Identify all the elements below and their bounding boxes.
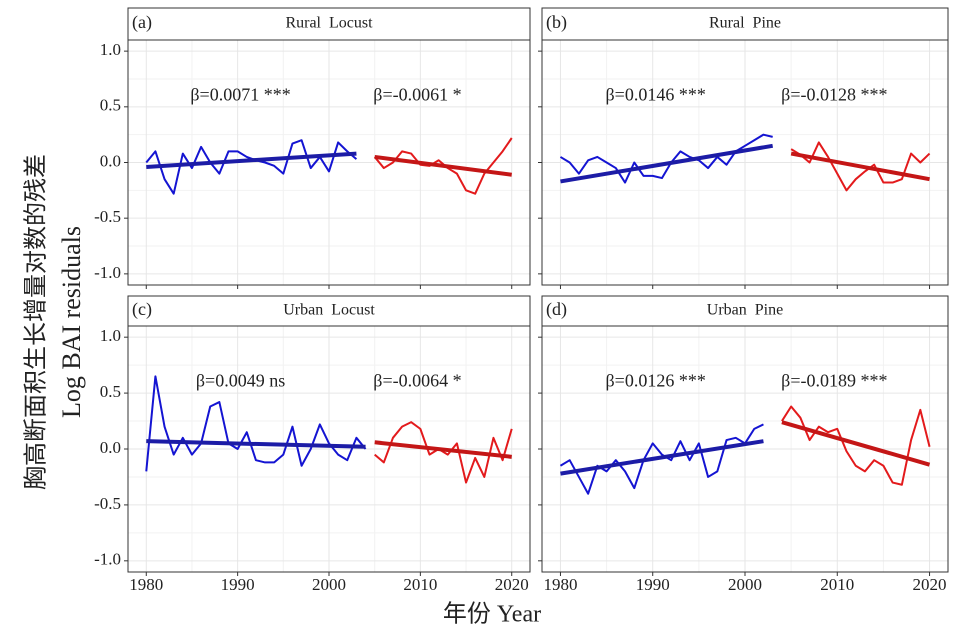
- y-tick-label: -1.0: [94, 263, 121, 282]
- panel-label: (c): [132, 299, 152, 320]
- annotation: β=-0.0061 *: [373, 84, 461, 104]
- fit-line: [146, 439, 366, 449]
- x-tick-label: 1990: [221, 575, 255, 594]
- panel-title: Urban Locust: [283, 302, 375, 319]
- x-tick-label: 2020: [495, 575, 529, 594]
- panel-title: Rural Locust: [285, 15, 373, 32]
- x-tick-label: 2000: [728, 575, 762, 594]
- x-tick-label: 2020: [913, 575, 947, 594]
- series-line: [790, 141, 931, 192]
- y-tick-label: 1.0: [100, 40, 121, 59]
- plot-border: [127, 325, 531, 573]
- y-tick-label: -0.5: [94, 207, 121, 226]
- y-tick-label: 0.5: [100, 382, 121, 401]
- annotation: β=-0.0128 ***: [781, 84, 887, 104]
- series-line: [781, 405, 931, 486]
- y-axis-label: Log BAI residuals: [57, 226, 86, 418]
- panel-title: Rural Pine: [709, 15, 781, 32]
- y-tick-label: 0.5: [100, 96, 121, 115]
- y-tick-label: 1.0: [100, 326, 121, 345]
- panel-strip: [541, 295, 949, 327]
- x-tick-label: 1980: [543, 575, 577, 594]
- fit-line: [790, 151, 930, 182]
- x-axis-label: 年份 Year: [443, 601, 541, 628]
- annotation: β=-0.0189 ***: [781, 371, 887, 391]
- y-tick-label: -0.5: [94, 494, 121, 513]
- y-axis-label-zh: 胸高断面积生长增量对数的残差: [23, 154, 50, 490]
- panel-strip: [127, 7, 531, 41]
- annotation: β=-0.0064 *: [373, 371, 461, 391]
- panel-title: Urban Pine: [707, 302, 783, 319]
- x-tick-label: 2000: [312, 575, 346, 594]
- series-line: [145, 375, 367, 472]
- x-tick-label: 1980: [129, 575, 163, 594]
- annotation: β=0.0126 ***: [606, 371, 706, 391]
- plot-border: [541, 325, 949, 573]
- panel-strip: [127, 295, 531, 327]
- annotation: β=0.0071 ***: [190, 84, 290, 104]
- x-tick-label: 1990: [636, 575, 670, 594]
- y-tick-label: -1.0: [94, 550, 121, 569]
- panel-label: (b): [546, 12, 567, 33]
- fit-line: [781, 420, 931, 467]
- x-tick-label: 2010: [403, 575, 437, 594]
- fit-line: [560, 439, 764, 476]
- annotation: β=0.0049 ns: [196, 371, 285, 391]
- y-tick-label: 0.0: [100, 438, 121, 457]
- fit-line: [374, 440, 512, 459]
- x-tick-label: 2010: [820, 575, 854, 594]
- annotation: β=0.0146 ***: [606, 84, 706, 104]
- plot-border: [127, 39, 531, 286]
- panel-label: (a): [132, 12, 152, 33]
- panel-label: (d): [546, 299, 567, 320]
- fit-line: [560, 143, 774, 184]
- series-line: [374, 421, 513, 484]
- series-line: [559, 423, 764, 495]
- fit-line: [146, 151, 357, 169]
- plot-border: [541, 39, 949, 286]
- y-tick-label: 0.0: [100, 151, 121, 170]
- fit-line: [374, 154, 512, 177]
